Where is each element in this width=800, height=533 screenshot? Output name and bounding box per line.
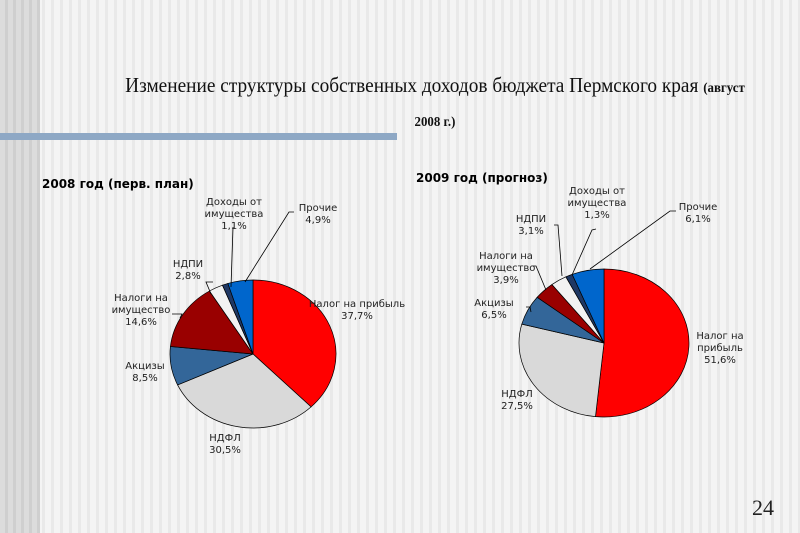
title-sub: (август 2008 г.): [414, 81, 745, 130]
page-number: 24: [752, 495, 774, 520]
chart-title-2009: 2009 год (прогноз): [416, 171, 548, 185]
label-2009-excise: Акцизы 6,5%: [474, 298, 514, 321]
label-2009-property-income: Доходы от имущества 1,3%: [567, 186, 627, 221]
label-2008-other: Прочие 4,9%: [298, 203, 338, 226]
pie-2009: [518, 268, 690, 418]
pie-slice: [518, 323, 605, 418]
label-2009-other: Прочие 6,1%: [678, 202, 718, 225]
pie-slice: [227, 279, 254, 355]
label-2008-profit-tax: Налог на прибыль 37,7%: [308, 299, 406, 322]
pie-slice: [170, 290, 254, 355]
leader-line: [589, 210, 676, 270]
pie-slice: [252, 279, 337, 408]
label-2009-ndfl: НДФЛ 27,5%: [501, 389, 533, 412]
leader-line: [244, 211, 294, 283]
pie-slice: [177, 353, 312, 429]
chart-title-2008: 2008 год (перв. план): [42, 177, 194, 191]
leader-line: [526, 306, 532, 313]
leader-line: [205, 281, 213, 295]
slide-title: Изменение структуры собственных доходов …: [122, 70, 748, 138]
leader-line: [533, 265, 547, 291]
title-divider: [0, 133, 397, 140]
label-2008-excise: Акцизы 8,5%: [125, 361, 165, 384]
title-main: Изменение структуры собственных доходов …: [125, 73, 699, 97]
pie-slice: [595, 268, 690, 418]
label-2008-ndfl: НДФЛ 30,5%: [209, 433, 241, 456]
label-2009-profit-tax: Налог на прибыль 51,6%: [696, 331, 744, 366]
leader-line: [172, 313, 183, 319]
pie-2008: [169, 279, 337, 429]
leader-lines: [172, 210, 676, 319]
label-2008-property-tax: Налоги на имущество 14,6%: [111, 293, 171, 328]
leader-line: [571, 228, 597, 276]
background-band: [0, 0, 40, 533]
label-2008-property-income: Доходы от имущества 1,1%: [204, 197, 264, 232]
leader-line: [554, 224, 563, 277]
label-2009-ndpi: НДПИ 3,1%: [515, 214, 547, 237]
leader-line: [230, 226, 234, 288]
label-2009-property-tax: Налоги на имущество 3,9%: [476, 251, 536, 286]
label-2008-ndpi: НДПИ 2,8%: [172, 259, 204, 282]
